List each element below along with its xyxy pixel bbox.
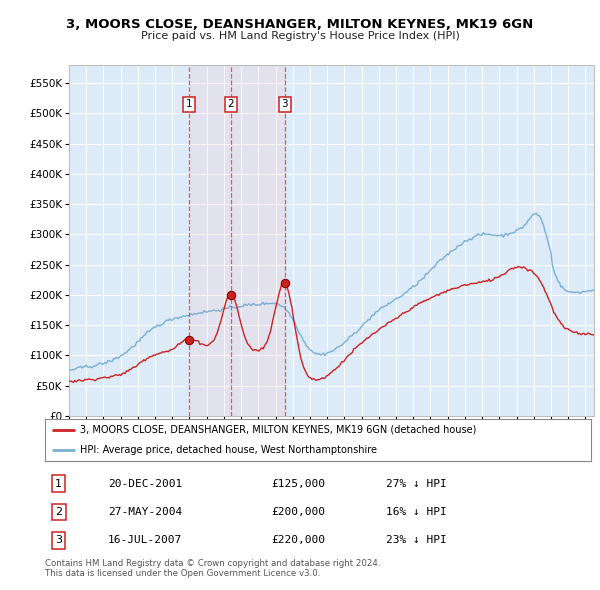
Text: 20-DEC-2001: 20-DEC-2001 — [108, 479, 182, 489]
Text: This data is licensed under the Open Government Licence v3.0.: This data is licensed under the Open Gov… — [45, 569, 320, 578]
Text: Contains HM Land Registry data © Crown copyright and database right 2024.: Contains HM Land Registry data © Crown c… — [45, 559, 380, 568]
Text: £200,000: £200,000 — [272, 507, 326, 517]
Bar — [189, 65, 285, 416]
Text: 1: 1 — [55, 479, 62, 489]
Text: 27% ↓ HPI: 27% ↓ HPI — [386, 479, 447, 489]
Text: 3, MOORS CLOSE, DEANSHANGER, MILTON KEYNES, MK19 6GN: 3, MOORS CLOSE, DEANSHANGER, MILTON KEYN… — [67, 18, 533, 31]
Text: £220,000: £220,000 — [272, 536, 326, 545]
Text: Price paid vs. HM Land Registry's House Price Index (HPI): Price paid vs. HM Land Registry's House … — [140, 31, 460, 41]
Text: 3: 3 — [281, 99, 288, 109]
Text: 23% ↓ HPI: 23% ↓ HPI — [386, 536, 447, 545]
Text: 2: 2 — [55, 507, 62, 517]
Text: HPI: Average price, detached house, West Northamptonshire: HPI: Average price, detached house, West… — [80, 445, 377, 455]
Text: 1: 1 — [185, 99, 192, 109]
Text: 3: 3 — [55, 536, 62, 545]
Text: 27-MAY-2004: 27-MAY-2004 — [108, 507, 182, 517]
Text: 16% ↓ HPI: 16% ↓ HPI — [386, 507, 447, 517]
Text: 3, MOORS CLOSE, DEANSHANGER, MILTON KEYNES, MK19 6GN (detached house): 3, MOORS CLOSE, DEANSHANGER, MILTON KEYN… — [80, 425, 477, 435]
Text: £125,000: £125,000 — [272, 479, 326, 489]
Text: 16-JUL-2007: 16-JUL-2007 — [108, 536, 182, 545]
Text: 2: 2 — [227, 99, 234, 109]
